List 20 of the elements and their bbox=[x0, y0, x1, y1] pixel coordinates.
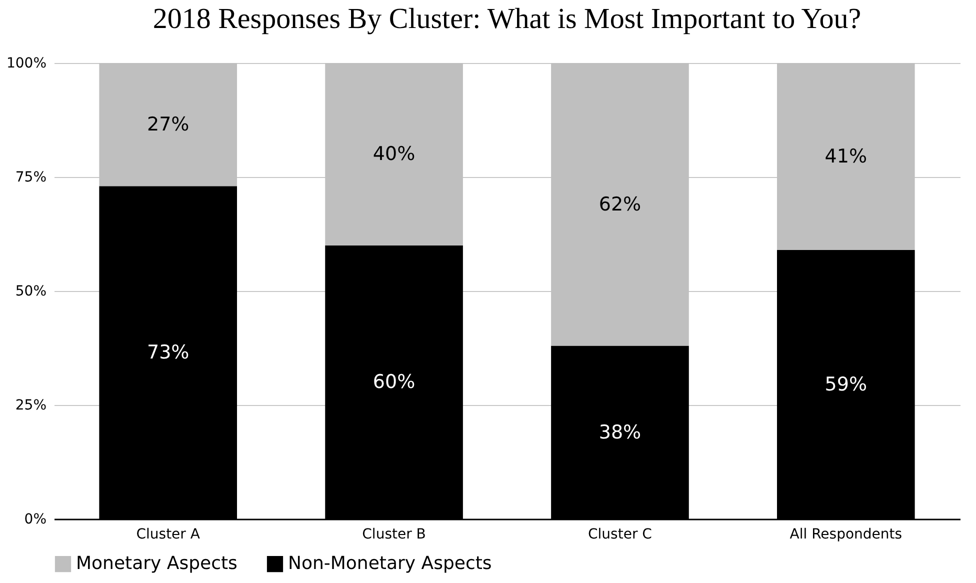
y-tick-label: 75% bbox=[15, 170, 46, 186]
legend-label: Non-Monetary Aspects bbox=[288, 553, 492, 574]
data-label: 62% bbox=[598, 193, 642, 216]
data-label: 27% bbox=[146, 114, 190, 136]
x-tick-label: All Respondents bbox=[790, 526, 902, 542]
y-tick-label: 0% bbox=[24, 512, 46, 528]
data-label: 38% bbox=[598, 421, 642, 444]
y-tick-label: 25% bbox=[15, 398, 46, 414]
legend-label: Monetary Aspects bbox=[76, 553, 238, 574]
data-label: 59% bbox=[824, 373, 868, 396]
data-label: 60% bbox=[372, 371, 416, 394]
data-label: 73% bbox=[146, 342, 190, 364]
data-label: 41% bbox=[824, 145, 868, 168]
y-tick-label: 100% bbox=[6, 56, 46, 72]
data-label: 40% bbox=[372, 143, 416, 166]
x-tick-label: Cluster A bbox=[136, 526, 200, 542]
x-tick-label: Cluster C bbox=[588, 526, 652, 542]
y-tick-label: 50% bbox=[15, 284, 46, 300]
x-tick-label: Cluster B bbox=[362, 526, 426, 542]
chart-title: 2018 Responses By Cluster: What is Most Important to You? bbox=[152, 3, 862, 35]
